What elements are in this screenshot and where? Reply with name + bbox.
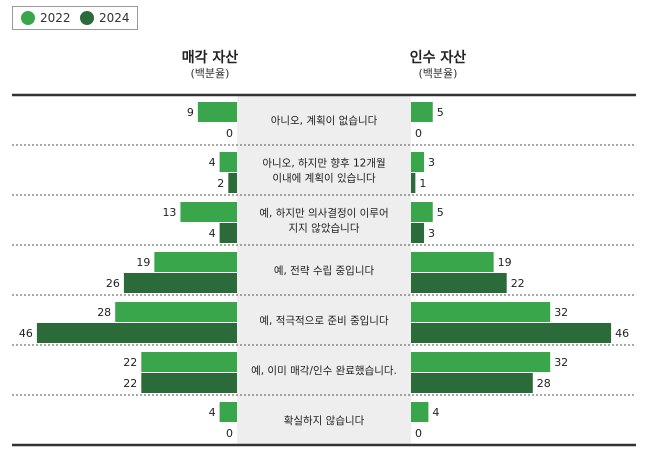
data-label-left-2022: 22 <box>123 356 137 369</box>
category-label: 예, 이미 매각/인수 완료했습니다. <box>251 364 397 377</box>
bar-right-2022 <box>411 352 551 372</box>
data-label-right-2022: 19 <box>498 256 512 269</box>
bar-left-2022 <box>115 302 237 322</box>
data-label-left-2024: 46 <box>19 327 33 340</box>
category-label: 이내에 계획이 있습니다 <box>272 173 376 185</box>
category-label: 아니오, 계획이 없습니다 <box>271 114 378 127</box>
legend: 2022 2024 <box>12 6 138 30</box>
category-label: 예, 하지만 의사결정이 이루어 <box>259 207 388 220</box>
bar-left-2024 <box>123 273 237 293</box>
data-label-left-2022: 19 <box>136 256 150 269</box>
bar-right-2022 <box>411 402 429 422</box>
data-label-left-2024: 0 <box>226 127 233 140</box>
bar-left-2022 <box>154 252 237 272</box>
legend-swatch-2022 <box>21 11 35 25</box>
data-label-left-2022: 9 <box>187 106 194 119</box>
data-label-right-2024: 22 <box>511 277 525 290</box>
data-label-right-2024: 3 <box>428 227 435 240</box>
data-label-left-2024: 26 <box>106 277 120 290</box>
data-label-right-2024: 0 <box>415 127 422 140</box>
bar-right-2024 <box>411 223 425 243</box>
data-label-right-2022: 32 <box>554 306 568 319</box>
bar-right-2022 <box>411 252 494 272</box>
bar-right-2022 <box>411 102 433 122</box>
bar-left-2022 <box>141 352 237 372</box>
bar-left-2024 <box>36 323 238 343</box>
data-label-right-2022: 5 <box>437 206 444 219</box>
data-label-right-2024: 1 <box>419 177 426 190</box>
data-label-left-2022: 4 <box>209 406 216 419</box>
data-label-left-2022: 4 <box>209 156 216 169</box>
bar-left-2022 <box>219 402 237 422</box>
left-column-title: 매각 자산 <box>181 50 239 66</box>
bar-right-2024 <box>411 173 416 193</box>
bar-right-2022 <box>411 302 551 322</box>
bar-left-2022 <box>219 152 237 172</box>
data-label-left-2024: 0 <box>226 427 233 440</box>
data-label-right-2024: 28 <box>537 377 551 390</box>
bar-left-2024 <box>141 373 237 393</box>
right-column-title: 인수 자산 <box>409 50 467 66</box>
data-label-right-2022: 32 <box>554 356 568 369</box>
data-label-right-2022: 4 <box>432 406 439 419</box>
data-label-right-2022: 5 <box>437 106 444 119</box>
data-label-right-2022: 3 <box>428 156 435 169</box>
bar-right-2022 <box>411 152 425 172</box>
legend-item-2022: 2022 <box>21 11 71 25</box>
left-column-header: 매각 자산 (백분율) <box>150 50 270 80</box>
bar-left-2024 <box>219 223 237 243</box>
data-label-left-2022: 13 <box>162 206 176 219</box>
data-label-left-2024: 22 <box>123 377 137 390</box>
bar-right-2024 <box>411 323 612 343</box>
category-label: 확실하지 않습니다 <box>284 414 365 427</box>
category-label: 예, 전략 수립 중입니다 <box>274 264 375 277</box>
center-label-band <box>237 95 411 445</box>
bar-left-2024 <box>228 173 237 193</box>
bar-left-2022 <box>197 102 237 122</box>
legend-label-2024: 2024 <box>99 11 130 25</box>
legend-label-2022: 2022 <box>40 11 71 25</box>
right-column-header: 인수 자산 (백분율) <box>378 50 498 80</box>
bar-right-2024 <box>411 373 533 393</box>
category-label: 아니오, 하지만 향후 12개월 <box>262 157 385 170</box>
legend-item-2024: 2024 <box>80 11 130 25</box>
data-label-right-2024: 46 <box>615 327 629 340</box>
left-column-subtitle: (백분율) <box>190 67 230 80</box>
data-label-left-2024: 4 <box>209 227 216 240</box>
bar-left-2022 <box>180 202 237 222</box>
bar-right-2022 <box>411 202 433 222</box>
data-label-right-2024: 0 <box>415 427 422 440</box>
data-label-left-2022: 28 <box>97 306 111 319</box>
legend-swatch-2024 <box>80 11 94 25</box>
data-label-left-2024: 2 <box>217 177 224 190</box>
category-label: 지지 않았습니다 <box>289 223 360 235</box>
bar-right-2024 <box>411 273 507 293</box>
category-label: 예, 적극적으로 준비 중입니다 <box>259 314 389 327</box>
right-column-subtitle: (백분율) <box>418 67 458 80</box>
